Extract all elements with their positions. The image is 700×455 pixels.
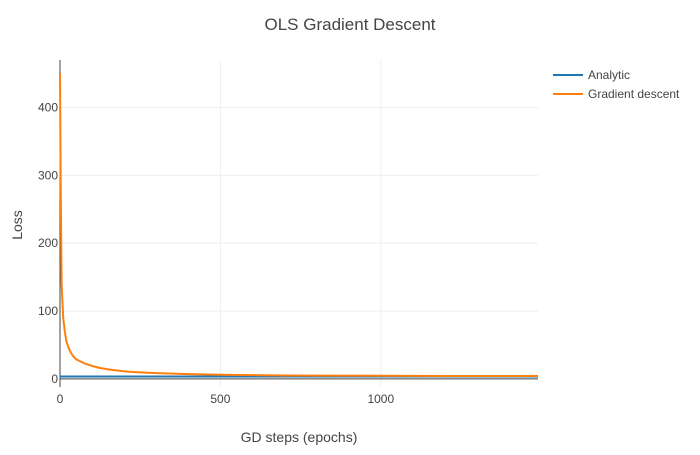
series-layer	[59, 73, 539, 378]
y-tick-label: 300	[38, 168, 58, 182]
y-tick-label: 0	[51, 372, 58, 386]
legend-label: Gradient descent	[588, 87, 680, 101]
x-tick-label: 1000	[367, 392, 394, 406]
y-tick-label: 200	[38, 236, 58, 250]
legend-item[interactable]: Gradient descent	[553, 87, 680, 101]
x-tick-label: 500	[210, 392, 230, 406]
series-line-gradient-descent	[59, 73, 539, 378]
legend[interactable]: Analytic Gradient descent	[553, 68, 680, 101]
x-axis-title: GD steps (epochs)	[241, 429, 358, 445]
y-tick-label: 400	[38, 100, 58, 114]
y-tick-label: 100	[38, 304, 58, 318]
tick-labels: 0 100 200 300 400 0 500 1000	[38, 100, 395, 406]
x-tick-label: 0	[57, 392, 64, 406]
grid-lines	[60, 60, 538, 387]
y-axis-title: Loss	[9, 210, 25, 240]
chart-title: OLS Gradient Descent	[264, 15, 435, 34]
legend-item[interactable]: Analytic	[553, 68, 630, 82]
legend-label: Analytic	[588, 68, 630, 82]
